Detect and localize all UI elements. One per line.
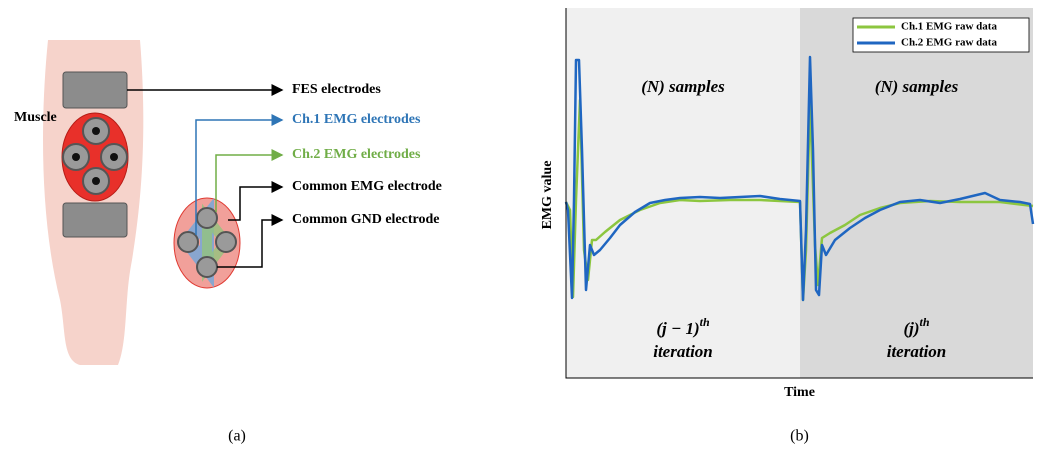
legend-box (852, 17, 1030, 53)
iteration-index: (j − 1)th (656, 315, 710, 338)
fes-electrode (62, 71, 128, 109)
legend-text: Ch.1 EMG raw data (901, 21, 997, 33)
detail-electrodes (177, 207, 237, 278)
x-axis-label: Time (784, 385, 815, 400)
callout-text: FES electrodes (292, 82, 381, 97)
iteration-index: (j − 1) (656, 319, 699, 338)
callout-text: Common EMG electrode (292, 179, 442, 194)
iteration-region (566, 8, 800, 378)
samples-label: (N) samples (641, 77, 725, 96)
panel-a: Muscle (a) FES electrodes Ch.1 EMG electr… (14, 40, 442, 445)
iteration-superscript: th (700, 315, 710, 329)
callout-text: Common GND electrode (292, 212, 440, 227)
iteration-word: iteration (887, 342, 947, 361)
ch2-pair (202, 203, 233, 282)
electrode-dots (72, 127, 118, 185)
samples-label: (N) samples (875, 77, 959, 96)
iteration-superscript: th (920, 315, 930, 329)
callout-text: Ch.1 EMG electrodes (292, 112, 421, 127)
panel-label: (b) (790, 428, 809, 445)
fes-electrode (62, 202, 128, 238)
callout-line (228, 181, 284, 221)
callout-line (195, 114, 284, 235)
panel-label: (a) (228, 428, 246, 445)
iteration-index: (j) (903, 319, 919, 338)
callout-text: Ch.2 EMG electrodes (292, 147, 421, 162)
callout-line (215, 149, 284, 212)
muscle-label: Muscle (14, 110, 57, 125)
iteration-index: (j)th (903, 315, 929, 338)
y-axis-label: EMG value (540, 161, 555, 230)
callout-line (217, 214, 284, 268)
axes (565, 8, 1033, 379)
iteration-word: iteration (653, 342, 713, 361)
legend-text: Ch.2 EMG raw data (901, 37, 997, 49)
iteration-region (800, 8, 1033, 378)
series-line (564, 55, 1035, 302)
